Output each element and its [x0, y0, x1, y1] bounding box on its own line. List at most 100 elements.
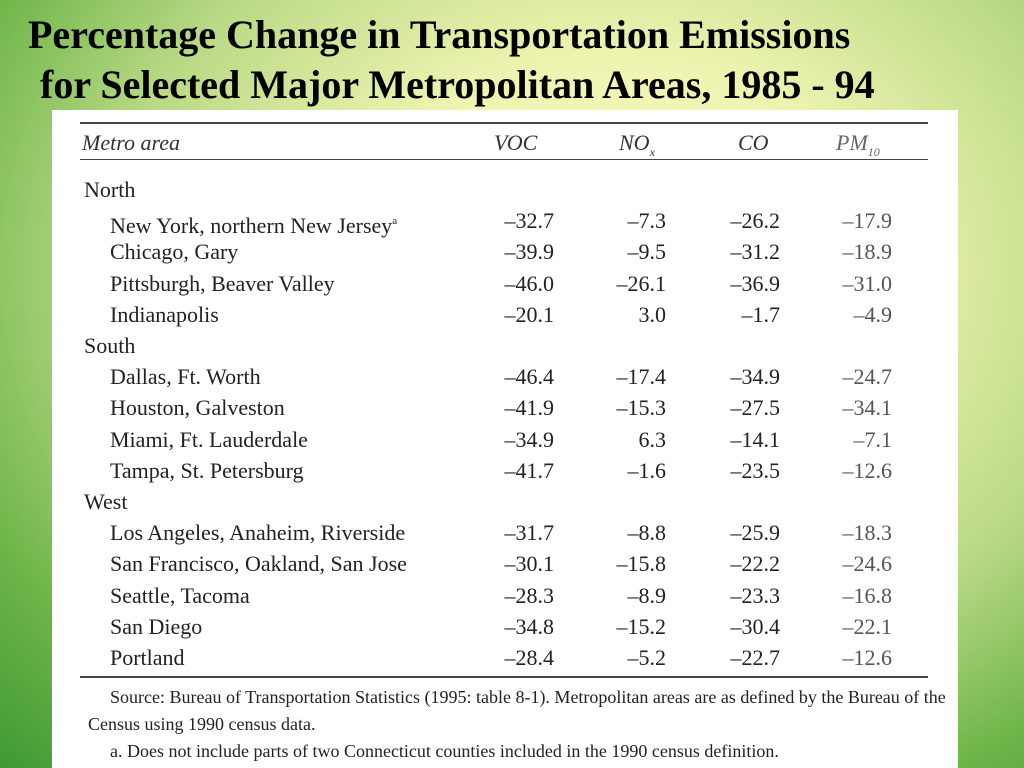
- name-text: Portland: [110, 645, 185, 670]
- name-text: West: [84, 489, 128, 514]
- header-pm-main: PM: [836, 130, 868, 155]
- table-row: New York, northern New Jerseya –32.7 –7.3 –…: [52, 207, 958, 238]
- metro-name: Pittsburgh, Beaver Valley: [110, 270, 335, 298]
- header-nox-subscript: x: [649, 145, 655, 159]
- metro-name: New York, northern New Jerseya: [110, 207, 397, 240]
- name-text: New York, northern New Jersey: [110, 213, 393, 239]
- nox-value: –1.6: [627, 457, 667, 483]
- voc-value: –28.4: [504, 645, 555, 670]
- metro-name: Seattle, Tacoma: [110, 582, 250, 610]
- name-text: Dallas, Ft. Worth: [110, 364, 261, 390]
- co-value: –26.2: [730, 208, 781, 234]
- nox-value: –15.8: [616, 551, 667, 577]
- region-label: South: [84, 332, 135, 360]
- pm-value: –12.6: [842, 645, 893, 670]
- header-co: CO: [738, 130, 769, 155]
- metro-name: Houston, Galveston: [110, 394, 285, 422]
- pm-value: –18.3: [842, 520, 893, 546]
- table-row: Dallas, Ft. Worth –46.4 –17.4 –34.9 –24.7: [52, 363, 958, 391]
- header-pm10: PM10: [836, 130, 880, 160]
- header-voc: VOC: [494, 130, 538, 155]
- voc-value: –41.7: [504, 457, 555, 483]
- co-value: –22.2: [730, 551, 781, 577]
- emissions-table-scan: Metro area VOC NOx CO PM10 North New York…: [52, 110, 958, 768]
- co-value: –36.9: [730, 270, 781, 296]
- voc-value: –34.8: [504, 613, 555, 639]
- table-top-rule: [80, 122, 928, 124]
- nox-value: –17.4: [616, 364, 667, 390]
- name-text: San Diego: [110, 613, 203, 639]
- table-row: Los Angeles, Anaheim, Riverside –31.7 –8.8…: [52, 519, 958, 547]
- name-text: Indianapolis: [110, 301, 219, 327]
- name-text: Miami, Ft. Lauderdale: [110, 426, 308, 452]
- name-text: San Francisco, Oakland, San Jose: [110, 551, 407, 577]
- metro-name: Los Angeles, Anaheim, Riverside: [110, 519, 405, 547]
- table-row: Tampa, St. Petersburg –41.7 –1.6 –23.5 –12.6: [52, 457, 958, 485]
- voc-value: –34.9: [504, 426, 555, 452]
- table-row: Indianapolis –20.1 3.0 –1.7 –4.9: [52, 301, 958, 329]
- name-text: Tampa, St. Petersburg: [110, 457, 304, 483]
- co-value: –34.9: [730, 364, 781, 390]
- metro-name: San Francisco, Oakland, San Jose: [110, 550, 407, 578]
- table-row: San Francisco, Oakland, San Jose –30.1 –15…: [52, 550, 958, 578]
- nox-value: –5.2: [627, 645, 667, 670]
- pm-value: –17.9: [842, 208, 893, 234]
- header-nox: NOx: [619, 130, 655, 160]
- pm-value: –24.7: [842, 364, 893, 390]
- pm-value: –22.1: [842, 613, 893, 639]
- nox-value: –15.2: [616, 613, 667, 639]
- co-value: –30.4: [730, 613, 781, 639]
- metro-name: Indianapolis: [110, 301, 219, 329]
- nox-value: –8.8: [627, 520, 667, 546]
- pm-value: –12.6: [842, 457, 893, 483]
- voc-value: –41.9: [504, 395, 555, 421]
- co-value: –23.5: [730, 457, 781, 483]
- voc-value: –20.1: [504, 301, 555, 327]
- table-bottom-rule: [80, 676, 928, 678]
- region-row: South: [52, 332, 958, 360]
- pm-value: –18.9: [842, 239, 893, 265]
- nox-value: –9.5: [627, 239, 667, 265]
- region-row: North: [52, 176, 958, 204]
- table-row: Portland –28.4 –5.2 –22.7 –12.6: [52, 644, 958, 672]
- nox-value: –7.3: [627, 208, 667, 234]
- co-value: –14.1: [730, 426, 781, 452]
- footnote-a: a. Does not include parts of two Connect…: [110, 741, 779, 761]
- slide-title-line2: for Selected Major Metropolitan Areas, 1…: [40, 62, 875, 107]
- co-value: –23.3: [730, 582, 781, 608]
- name-text: Houston, Galveston: [110, 395, 285, 421]
- voc-value: –31.7: [504, 520, 555, 546]
- pm-value: –4.9: [853, 301, 893, 327]
- co-value: –25.9: [730, 520, 781, 546]
- voc-value: –46.0: [504, 270, 555, 296]
- table-row: Seattle, Tacoma –28.3 –8.9 –23.3 –16.8: [52, 582, 958, 610]
- footnote-marker: a: [392, 215, 398, 228]
- header-nox-main: NO: [619, 130, 650, 155]
- region-row: West: [52, 488, 958, 516]
- nox-value: –8.9: [627, 582, 667, 608]
- name-text: Chicago, Gary: [110, 239, 239, 265]
- table-row: Miami, Ft. Lauderdale –34.9 6.3 –14.1 –7.1: [52, 426, 958, 454]
- slide-title-line1: Percentage Change in Transportation Emis…: [28, 12, 851, 57]
- table-row: Houston, Galveston –41.9 –15.3 –27.5 –34.1: [52, 394, 958, 422]
- slide-title: Percentage Change in Transportation Emis…: [0, 10, 1024, 110]
- voc-value: –28.3: [504, 582, 555, 608]
- metro-name: Chicago, Gary: [110, 238, 238, 266]
- co-value: –27.5: [730, 395, 781, 421]
- table-row: Chicago, Gary –39.9 –9.5 –31.2 –18.9: [52, 238, 958, 266]
- voc-value: –46.4: [504, 364, 555, 390]
- nox-value: –26.1: [616, 270, 667, 296]
- name-text: Seattle, Tacoma: [110, 582, 250, 608]
- source-citation: Source: Bureau of Transportation Statist…: [88, 687, 946, 734]
- pm-value: –24.6: [842, 551, 893, 577]
- name-text: Los Angeles, Anaheim, Riverside: [110, 520, 406, 546]
- co-value: –1.7: [741, 301, 781, 327]
- pm-value: –31.0: [842, 270, 893, 296]
- voc-value: –39.9: [504, 239, 555, 265]
- co-value: –31.2: [730, 239, 781, 265]
- pm-value: –16.8: [842, 582, 893, 608]
- nox-value: 3.0: [638, 301, 667, 327]
- metro-name: San Diego: [110, 613, 202, 641]
- metro-name: Portland: [110, 644, 185, 672]
- header-metro-area: Metro area: [82, 130, 180, 155]
